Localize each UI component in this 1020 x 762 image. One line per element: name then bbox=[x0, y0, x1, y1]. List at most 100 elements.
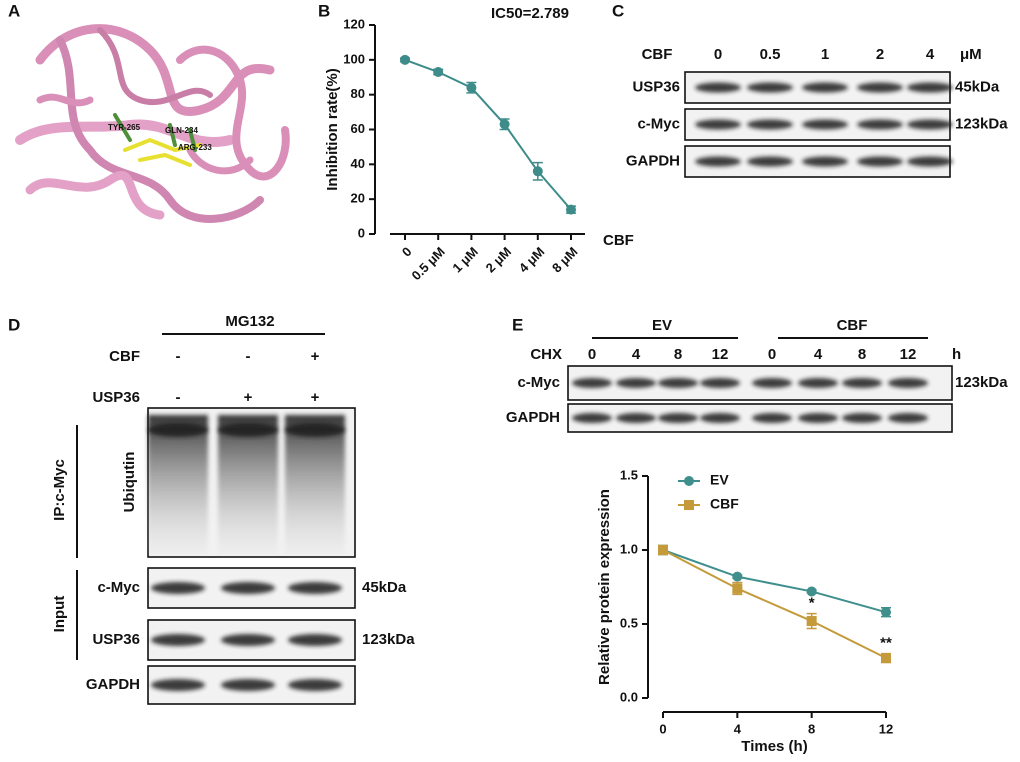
row-label: Ubiqutin bbox=[121, 452, 138, 513]
y-axis-label: Relative protein expression bbox=[596, 489, 613, 685]
band bbox=[700, 378, 740, 388]
point bbox=[806, 616, 817, 627]
series-line bbox=[404, 58, 572, 211]
size-label: 123kDa bbox=[955, 374, 1008, 391]
size-label: 45kDa bbox=[955, 78, 1000, 95]
legend-label: EV bbox=[710, 472, 729, 488]
y-tick-label: 0.5 bbox=[620, 615, 638, 630]
band bbox=[151, 582, 205, 594]
band bbox=[747, 82, 793, 93]
sign: - bbox=[176, 348, 181, 365]
band bbox=[148, 423, 208, 437]
group-label: EV bbox=[652, 317, 672, 334]
y-tick-label: 0 bbox=[358, 225, 365, 240]
row-label: USP36 bbox=[92, 631, 140, 648]
band bbox=[151, 679, 205, 691]
protein-structure bbox=[15, 24, 290, 223]
annotation: IC50=2.789 bbox=[491, 5, 569, 22]
point bbox=[881, 653, 891, 664]
band bbox=[218, 423, 278, 437]
size-label: 123kDa bbox=[362, 631, 415, 648]
row-label: GAPDH bbox=[86, 676, 140, 693]
band bbox=[857, 156, 903, 167]
point bbox=[499, 119, 510, 130]
panel-letter: C bbox=[612, 1, 624, 20]
row-label: GAPDH bbox=[506, 409, 560, 426]
lane-label: 8 bbox=[858, 346, 866, 363]
sign: + bbox=[244, 389, 253, 406]
blot-header: MG132 bbox=[225, 313, 274, 330]
x-tick-label: 0 bbox=[399, 244, 415, 260]
band bbox=[221, 679, 275, 691]
lane-label: 2 bbox=[876, 46, 884, 63]
point bbox=[684, 476, 694, 486]
smear bbox=[285, 415, 345, 555]
x-tick-label: 0.5 μM bbox=[409, 244, 448, 283]
panel-letter: B bbox=[318, 1, 330, 20]
row-label: c-Myc bbox=[637, 115, 680, 132]
band bbox=[288, 679, 342, 691]
x-tick-label: 4 μM bbox=[516, 244, 548, 276]
row-label: c-Myc bbox=[97, 579, 140, 596]
point bbox=[433, 67, 444, 78]
panel-letter: E bbox=[512, 315, 523, 334]
legend-label: CBF bbox=[710, 496, 739, 512]
size-label: 45kDa bbox=[362, 579, 407, 596]
point bbox=[566, 204, 576, 215]
x-axis-label: Times (h) bbox=[741, 738, 807, 755]
point bbox=[658, 545, 668, 555]
band bbox=[798, 378, 838, 388]
band bbox=[907, 156, 953, 167]
band bbox=[221, 634, 275, 646]
smear bbox=[218, 415, 278, 555]
point bbox=[732, 571, 743, 582]
lane-label: 0.5 bbox=[760, 46, 781, 63]
band bbox=[747, 156, 793, 167]
group-label: CBF bbox=[837, 317, 868, 334]
panel-letter: A bbox=[8, 1, 20, 20]
sign: - bbox=[246, 348, 251, 365]
point bbox=[466, 82, 477, 93]
band bbox=[695, 156, 741, 167]
lane-label: 4 bbox=[926, 46, 935, 63]
band bbox=[221, 582, 275, 594]
group-label: IP:c-Myc bbox=[51, 459, 68, 521]
y-tick-label: 0.0 bbox=[620, 689, 638, 704]
x-tick-label: 1 μM bbox=[449, 244, 481, 276]
band bbox=[802, 156, 848, 167]
unit-label: h bbox=[952, 346, 961, 363]
y-tick-label: 80 bbox=[351, 86, 365, 101]
band bbox=[285, 423, 345, 437]
y-tick-label: 1.0 bbox=[620, 541, 638, 556]
sign: - bbox=[176, 389, 181, 406]
band bbox=[857, 119, 903, 130]
point bbox=[400, 54, 410, 65]
band bbox=[842, 378, 882, 388]
y-tick-label: 60 bbox=[351, 121, 365, 136]
condition-label: CBF bbox=[109, 348, 140, 365]
band bbox=[907, 82, 953, 93]
lane-label: 0 bbox=[714, 46, 722, 63]
y-tick-label: 100 bbox=[343, 51, 365, 66]
row-label: GAPDH bbox=[626, 152, 680, 169]
y-axis-label: Inhibition rate(%) bbox=[324, 68, 341, 191]
unit-label: μM bbox=[960, 46, 982, 63]
band bbox=[747, 119, 793, 130]
sign: + bbox=[311, 389, 320, 406]
band bbox=[888, 378, 928, 388]
band bbox=[572, 378, 612, 388]
condition-label: USP36 bbox=[92, 389, 140, 406]
lane-label: 12 bbox=[900, 346, 917, 363]
lane-label: 1 bbox=[821, 46, 829, 63]
band bbox=[907, 119, 953, 130]
band bbox=[658, 378, 698, 388]
y-tick-label: 20 bbox=[351, 191, 365, 206]
x-tick-label: 8 μM bbox=[549, 244, 581, 276]
band bbox=[752, 378, 792, 388]
residue-label: TYR-265 bbox=[108, 123, 141, 132]
smear bbox=[148, 415, 208, 555]
x-tick-label: 0 bbox=[659, 721, 666, 736]
lane-label: 0 bbox=[588, 346, 596, 363]
lane-label: 4 bbox=[814, 346, 823, 363]
band bbox=[658, 413, 698, 423]
